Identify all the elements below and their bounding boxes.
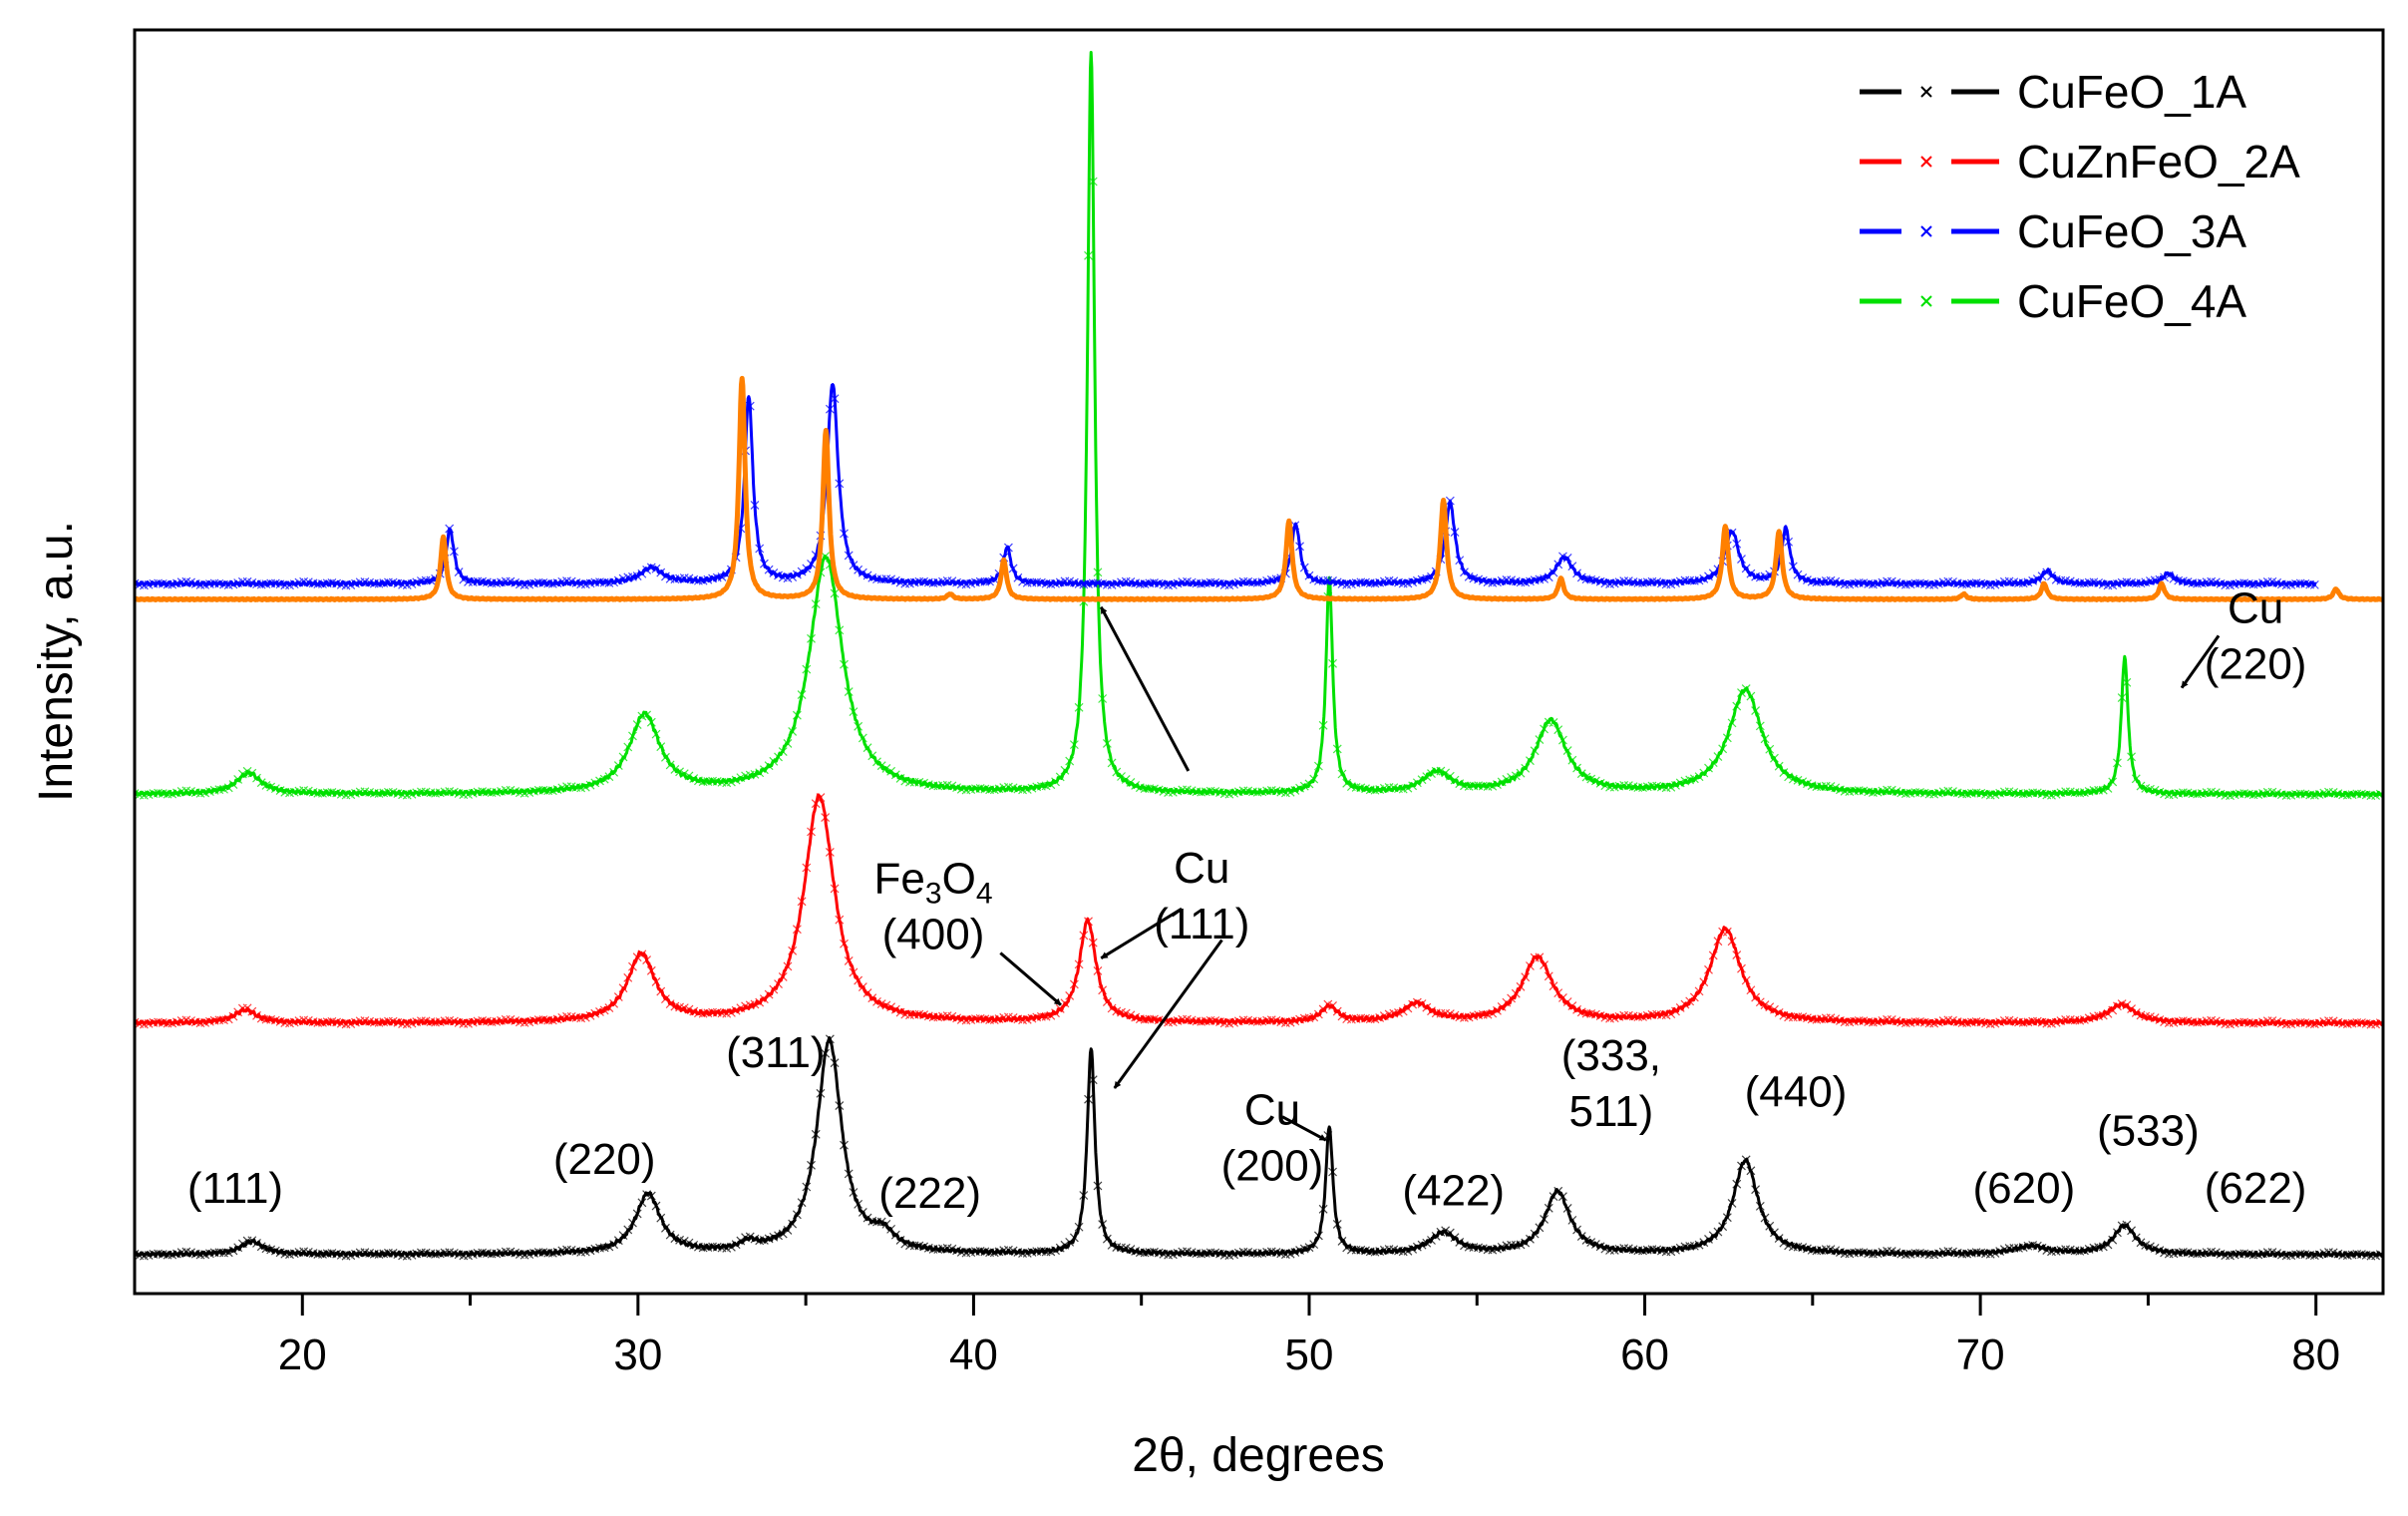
series-line-reference-pattern xyxy=(135,375,2383,602)
legend-label: CuFeO_4A xyxy=(2017,275,2246,327)
annotation-aCu220-line2: (220) xyxy=(2205,639,2307,688)
x-tick-label: 30 xyxy=(613,1330,662,1379)
legend: CuFeO_1A CuZnFeO_2A CuFeO_3A CuFeO_4A xyxy=(1860,66,2300,327)
annotation-a111-line1: (111) xyxy=(187,1164,283,1213)
series-layer xyxy=(135,51,2383,1261)
legend-label: CuZnFeO_2A xyxy=(2017,136,2300,188)
annotation-a533-line1: (533) xyxy=(2097,1106,2200,1155)
x-tick-label: 50 xyxy=(1285,1330,1334,1379)
x-tick-label: 40 xyxy=(949,1330,998,1379)
annotation-aFe3O4-line1: Fe3O4 xyxy=(874,855,993,911)
plot-frame xyxy=(133,28,2385,1296)
annotation-aCu111-line2: (111) xyxy=(1154,900,1249,948)
legend-marker-icon xyxy=(1920,225,1932,237)
annotation-a220-line1: (220) xyxy=(553,1135,656,1184)
series-line-cufeo-3a xyxy=(135,383,2317,587)
annotation-arrow-1 xyxy=(1099,606,1191,772)
annotation-aCu200-line1: Cu xyxy=(1244,1086,1300,1135)
annotation-a422-line1: (422) xyxy=(1402,1166,1505,1215)
annotation-a333-line2: 511) xyxy=(1568,1087,1653,1136)
annotation-a333-line1: (333, xyxy=(1561,1031,1661,1080)
annotation-aFe3O4-line2: (400) xyxy=(882,911,985,959)
annotation-arrow-3 xyxy=(1113,939,1223,1089)
annotation-aCu200-line2: (200) xyxy=(1221,1142,1324,1191)
annotation-layer: (111) (220) (311) (222) Cu (200) (422) (333, 511… xyxy=(187,583,2307,1218)
x-tick-label: 70 xyxy=(1956,1330,2005,1379)
legend-marker-icon xyxy=(1920,86,1932,98)
legend-label: CuFeO_3A xyxy=(2017,205,2246,257)
annotation-arrow-2 xyxy=(1100,907,1183,959)
annotation-arrow-6 xyxy=(2180,634,2221,689)
x-tick-label: 60 xyxy=(1620,1330,1669,1379)
annotation-a440-line1: (440) xyxy=(1745,1067,1848,1116)
annotation-arrow-5 xyxy=(1281,1115,1327,1142)
legend-marker-icon xyxy=(1920,156,1932,168)
x-tick-label: 80 xyxy=(2291,1330,2340,1379)
annotation-a620-line1: (620) xyxy=(1973,1164,2076,1213)
x-axis-title: 2θ, degrees xyxy=(1132,1429,1385,1482)
y-axis-title: Intensity, a.u. xyxy=(30,521,83,802)
x-tick-label: 20 xyxy=(278,1330,327,1379)
series-markers-cuznfeo-2a xyxy=(135,793,2383,1029)
series-markers-cufeo-1a xyxy=(135,1034,2383,1261)
annotation-a222-line1: (222) xyxy=(878,1169,981,1218)
series-markers-cufeo-4a xyxy=(135,177,2383,801)
annotation-aCu111-line1: Cu xyxy=(1174,844,1229,893)
annotation-a311-line1: (311) xyxy=(726,1028,825,1077)
legend-label: CuFeO_1A xyxy=(2017,66,2246,118)
annotation-a622-line1: (622) xyxy=(2205,1164,2307,1213)
annotation-aCu220-line1: Cu xyxy=(2228,583,2283,632)
x-axis-ticks: 20 30 40 50 60 70 80 xyxy=(278,1294,2340,1379)
annotation-arrow-4 xyxy=(999,951,1062,1006)
series-line-cuznfeo-2a xyxy=(135,793,2383,1027)
series-markers-cufeo-3a xyxy=(135,394,2319,590)
legend-marker-icon xyxy=(1920,295,1932,307)
